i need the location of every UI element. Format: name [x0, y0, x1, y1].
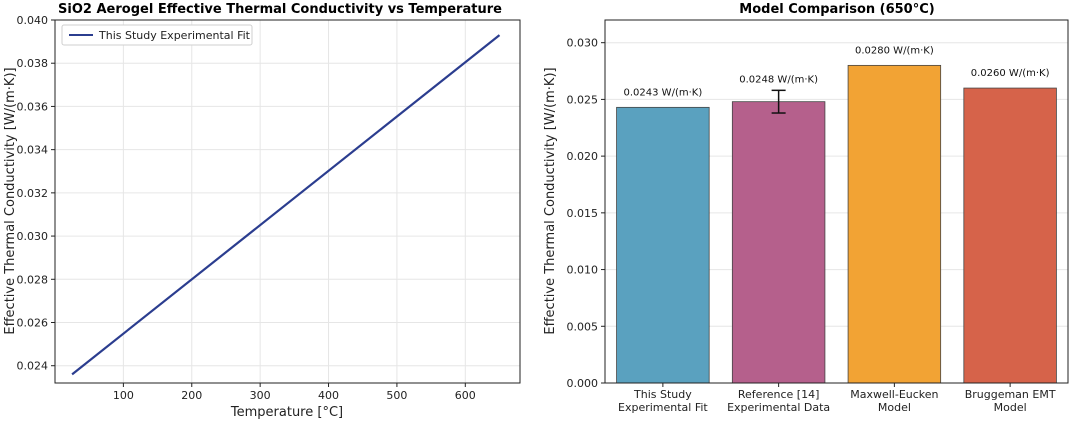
y-tick-label: 0.034 — [17, 144, 49, 157]
x-tick-label: 200 — [181, 389, 202, 402]
line-chart-title: SiO2 Aerogel Effective Thermal Conductiv… — [58, 2, 502, 17]
x-tick-label: 300 — [250, 389, 271, 402]
legend-box — [61, 24, 253, 46]
bar-3 — [963, 87, 1057, 384]
line-chart-x-label: Temperature [°C] — [230, 405, 343, 420]
y-tick-label: 0.030 — [567, 37, 599, 50]
bar-data-label: 0.0243 W/(m·K) — [624, 87, 703, 98]
x-tick-label: Model — [878, 401, 911, 414]
y-tick-label: 0.010 — [567, 264, 599, 277]
y-tick-label: 0.000 — [567, 377, 599, 390]
x-tick-label: Experimental Data — [727, 401, 830, 414]
x-tick-label: Maxwell-Eucken — [850, 388, 938, 401]
bar-chart-frame — [604, 19, 1069, 384]
y-tick-label: 0.026 — [17, 317, 49, 330]
bar-chart: Model Comparison (650°C) 0.0243 W/(m·K)0… — [543, 2, 1069, 414]
bar-2 — [847, 64, 942, 384]
legend-entry: This Study Experimental Fit — [98, 29, 251, 42]
bar-0 — [616, 106, 710, 384]
x-tick-label: 600 — [455, 389, 476, 402]
line-chart-frame — [54, 19, 521, 384]
y-tick-label: 0.038 — [17, 57, 49, 70]
y-tick-label: 0.024 — [17, 360, 49, 373]
bar-chart-title: Model Comparison (650°C) — [739, 2, 934, 17]
line-chart-x-ticks: 100 200 300 400 500 600 — [113, 383, 476, 402]
x-tick-label: Bruggeman EMT — [965, 388, 1056, 401]
x-tick-label: 500 — [386, 389, 407, 402]
x-tick-label: Experimental Fit — [618, 401, 708, 414]
x-tick-label: 100 — [113, 389, 134, 402]
y-tick-label: 0.028 — [17, 273, 49, 286]
bar-chart-y-ticks: 0.000 0.005 0.010 0.015 0.020 0.025 0.030 — [567, 37, 605, 390]
bar-data-label: 0.0260 W/(m·K) — [971, 68, 1050, 79]
y-tick-label: 0.015 — [567, 207, 599, 220]
line-chart-y-ticks: 0.024 0.026 0.028 0.030 0.032 0.034 0.036 0.038… — [17, 14, 55, 373]
y-tick-label: 0.025 — [567, 93, 599, 106]
bar-1 — [731, 101, 826, 384]
line-chart-grid — [55, 19, 520, 383]
y-tick-label: 0.036 — [17, 100, 49, 113]
bar-data-label: 0.0248 W/(m·K) — [739, 74, 818, 85]
x-tick-label: This Study — [633, 388, 692, 401]
line-chart: SiO2 Aerogel Effective Thermal Conductiv… — [3, 2, 521, 420]
line-chart-series — [71, 34, 501, 376]
series-line-this-study — [71, 34, 501, 376]
y-tick-label: 0.032 — [17, 187, 49, 200]
y-tick-label: 0.040 — [17, 14, 49, 27]
x-tick-label: 400 — [318, 389, 339, 402]
x-tick-label: Model — [994, 401, 1027, 414]
line-chart-legend: This Study Experimental Fit — [61, 24, 253, 46]
bar-data-label: 0.0280 W/(m·K) — [855, 45, 934, 56]
y-tick-label: 0.020 — [567, 150, 599, 163]
y-tick-label: 0.030 — [17, 230, 49, 243]
bar-chart-bars: 0.0243 W/(m·K) 0.0248 W/(m·K) 0.0280 W/(m·… — [616, 45, 1057, 384]
y-tick-label: 0.005 — [567, 320, 599, 333]
x-tick-label: Reference [14] — [738, 388, 819, 401]
line-chart-y-label: Effective Thermal Conductivity [W/(m·K)] — [3, 67, 18, 334]
bar-chart-y-label: Effective Thermal Conductivity [W/(m·K)] — [543, 67, 558, 334]
